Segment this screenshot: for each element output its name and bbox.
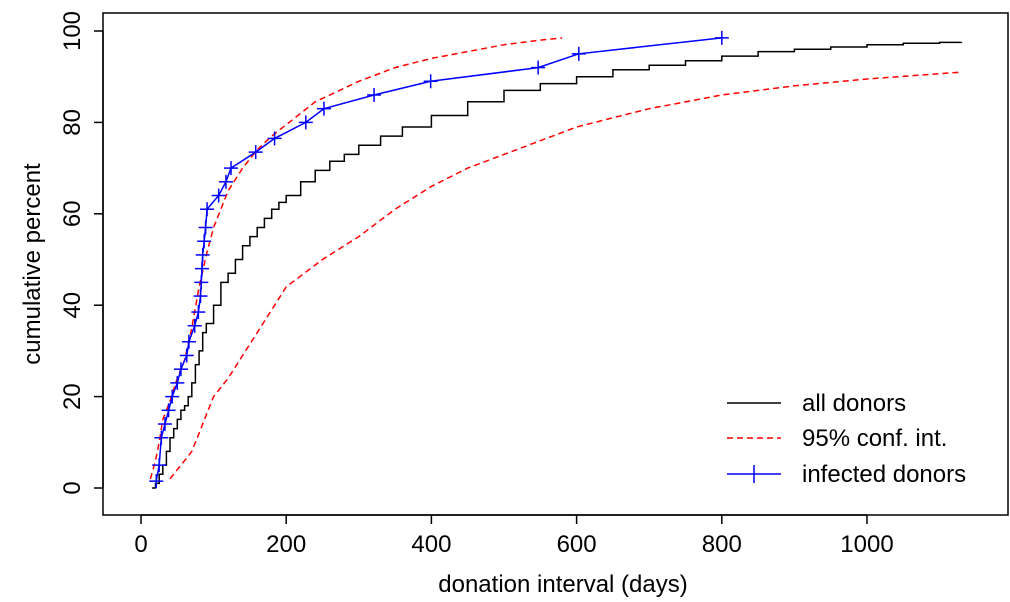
- y-tick-label: 80: [59, 109, 86, 136]
- infected-donor-point: [267, 131, 282, 146]
- y-axis-title: cumulative percent: [19, 163, 46, 365]
- infected-donor-point: [194, 261, 209, 276]
- x-axis-title: donation interval (days): [438, 571, 687, 598]
- infected-donor-point: [198, 220, 213, 235]
- x-tick-label: 800: [702, 531, 742, 558]
- infected-donor-point: [248, 145, 263, 160]
- infected-donor-point: [193, 289, 208, 304]
- x-tick-label: 0: [134, 531, 147, 558]
- infected-donor-point: [161, 403, 176, 418]
- infected-donor-point: [531, 60, 546, 75]
- y-tick-label: 0: [59, 481, 86, 494]
- legend-label-conf-int: 95% conf. int.: [802, 425, 947, 452]
- infected-donor-point: [571, 46, 586, 61]
- infected-donor-point: [152, 458, 167, 473]
- infected-donor-point: [316, 101, 331, 116]
- x-tick-label: 600: [557, 531, 597, 558]
- legend-label-infected-donors: infected donors: [802, 461, 966, 488]
- y-tick-label: 40: [59, 292, 86, 319]
- infected-donor-point: [423, 74, 438, 89]
- infected-donor-point: [714, 30, 729, 45]
- infected-donor-point: [149, 474, 164, 489]
- infected-donor-point: [298, 115, 313, 130]
- infected-donor-point: [218, 174, 233, 189]
- infected-donor-point: [157, 417, 172, 432]
- y-tick-label: 20: [59, 383, 86, 410]
- legend-label-all-donors: all donors: [802, 390, 906, 417]
- infected-donor-point: [173, 362, 188, 377]
- infected-donor-point: [187, 318, 202, 333]
- infected-donor-point: [194, 275, 209, 290]
- series-line-2: [169, 71, 962, 480]
- series-line-1: [149, 37, 563, 480]
- infected-donor-point: [195, 247, 210, 262]
- infected-donor-point: [200, 202, 215, 217]
- infected-donor-point: [367, 87, 382, 102]
- legend: all donors 95% conf. int. infected donor…: [727, 390, 966, 488]
- y-axis: 0 20 40 60 80 100: [59, 11, 104, 495]
- infected-donor-point: [179, 348, 194, 363]
- x-tick-label: 200: [266, 531, 306, 558]
- x-tick-label: 1000: [840, 531, 893, 558]
- y-tick-label: 60: [59, 200, 86, 227]
- infected-donor-point: [197, 234, 212, 249]
- infected-donor-point: [181, 334, 196, 349]
- x-tick-label: 400: [411, 531, 451, 558]
- y-tick-label: 100: [59, 11, 86, 51]
- infected-donor-point: [165, 389, 180, 404]
- infected-donor-point: [170, 375, 185, 390]
- series-line-0: [151, 41, 963, 489]
- infected-donor-point: [191, 305, 206, 320]
- infected-donor-point: [154, 430, 169, 445]
- x-axis: 0 200 400 600 800 1000: [134, 514, 894, 558]
- series-layer: [149, 30, 963, 489]
- infected-donor-point: [224, 161, 239, 176]
- infected-donor-point: [211, 188, 226, 203]
